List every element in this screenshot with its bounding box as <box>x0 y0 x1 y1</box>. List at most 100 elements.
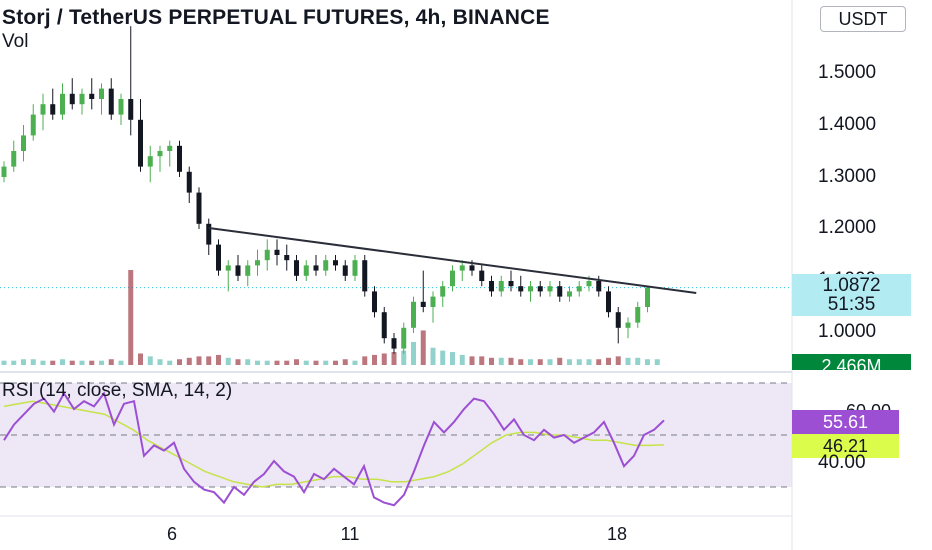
price-axis-tick: 1.4000 <box>818 114 877 135</box>
candle-body <box>196 192 202 224</box>
candle-body <box>167 145 173 151</box>
volume-bar <box>489 357 494 365</box>
candle-body <box>372 291 377 313</box>
candle-body <box>186 171 192 193</box>
volume-bar <box>177 359 182 365</box>
volume-bar <box>245 359 251 365</box>
candle-body <box>89 93 95 99</box>
candle-body <box>30 114 36 136</box>
volume-bar <box>625 357 631 365</box>
candle-body <box>99 88 104 99</box>
volume-bar <box>118 360 124 365</box>
volume-bar <box>430 347 436 365</box>
volume-bar <box>333 360 338 365</box>
candle-body <box>557 286 563 297</box>
volume-bar <box>323 360 329 365</box>
rsi-indicator-label[interactable]: RSI (14, close, SMA, 14, 2) <box>2 380 233 401</box>
volume-bar <box>255 360 260 365</box>
volume-bar <box>216 354 221 365</box>
candle-body <box>352 260 358 276</box>
rsi-line <box>3 391 665 507</box>
candle-body <box>313 265 319 271</box>
volume-bar <box>635 357 641 365</box>
volume-bar <box>479 356 485 365</box>
time-axis-tick: 11 <box>340 524 360 544</box>
volume-value-badge: 2.466M <box>792 354 911 370</box>
rsi-value-badge: 55.61 <box>792 410 899 434</box>
time-axis-tick: 6 <box>166 524 178 544</box>
candle-body <box>128 99 134 120</box>
price-axis-tick: 1.0000 <box>818 321 877 342</box>
volume-bar <box>40 360 46 365</box>
volume-bar <box>508 357 514 365</box>
candle-body <box>498 281 504 292</box>
candle-body <box>40 104 46 115</box>
candle-body <box>411 301 416 328</box>
rsi-sma-line <box>3 400 665 488</box>
volume-bar <box>567 359 572 365</box>
candle-body <box>596 281 602 292</box>
candle-body <box>69 93 75 105</box>
volume-bar <box>303 360 309 365</box>
rsi-axis-tick-partial: 60.00 <box>845 401 892 412</box>
volume-bar <box>89 360 95 365</box>
volume-bar <box>313 360 319 365</box>
last-price-badge: 1.0872 51:35 <box>792 274 911 316</box>
volume-bar <box>537 359 543 365</box>
volume-bar <box>469 356 475 365</box>
candle-body <box>255 260 260 266</box>
trendline-drawing <box>208 226 697 294</box>
volume-bar <box>235 359 241 365</box>
volume-bar <box>294 359 299 365</box>
volume-bars <box>1 270 660 365</box>
volume-bar <box>21 359 26 365</box>
volume-bar <box>138 353 143 365</box>
candle-body <box>635 307 641 323</box>
volume-bar <box>391 352 397 365</box>
candle-body <box>147 156 153 167</box>
candle-body <box>333 260 338 266</box>
volume-bar <box>342 359 348 365</box>
volume-bar <box>372 354 377 365</box>
rsi-axis-tick: 40.00 <box>818 452 866 473</box>
volume-bar <box>654 359 660 365</box>
volume-bar <box>498 357 504 365</box>
candlestick-series <box>1 26 650 354</box>
volume-bar <box>557 357 563 365</box>
chart-title[interactable]: Storj / TetherUS PERPETUAL FUTURES, 4h, … <box>2 6 550 29</box>
volume-indicator-label[interactable]: Vol <box>2 31 29 52</box>
candle-body <box>118 99 124 115</box>
volume-bar <box>645 359 650 365</box>
volume-bar <box>596 359 602 365</box>
candle-body <box>206 223 212 245</box>
candle-body <box>489 281 494 292</box>
volume-bar <box>108 359 114 365</box>
candle-body <box>479 270 485 281</box>
volume-bar <box>606 357 611 365</box>
candle-body <box>323 260 329 271</box>
candle-body <box>401 327 407 349</box>
candle-body <box>586 281 592 287</box>
volume-bar <box>79 360 85 365</box>
volume-bar <box>284 360 290 365</box>
candle-body <box>381 312 387 339</box>
volume-bar <box>420 330 426 365</box>
rsi-sma-value-badge: 46.21 <box>792 434 899 458</box>
currency-selector[interactable]: USDT <box>820 6 906 32</box>
candle-body <box>440 286 446 297</box>
volume-bar <box>576 359 582 365</box>
volume-bar <box>60 359 65 365</box>
rsi-pane <box>0 382 792 507</box>
candle-body <box>284 255 290 261</box>
volume-bar <box>381 353 387 365</box>
candle-body <box>391 338 397 349</box>
volume-bar <box>528 359 533 365</box>
candle-body <box>420 301 426 307</box>
candle-body <box>274 249 280 255</box>
candle-body <box>547 286 553 292</box>
candle-body <box>450 270 455 287</box>
volume-bar <box>401 350 407 365</box>
volume-bar <box>352 360 358 365</box>
volume-bar <box>518 359 524 365</box>
